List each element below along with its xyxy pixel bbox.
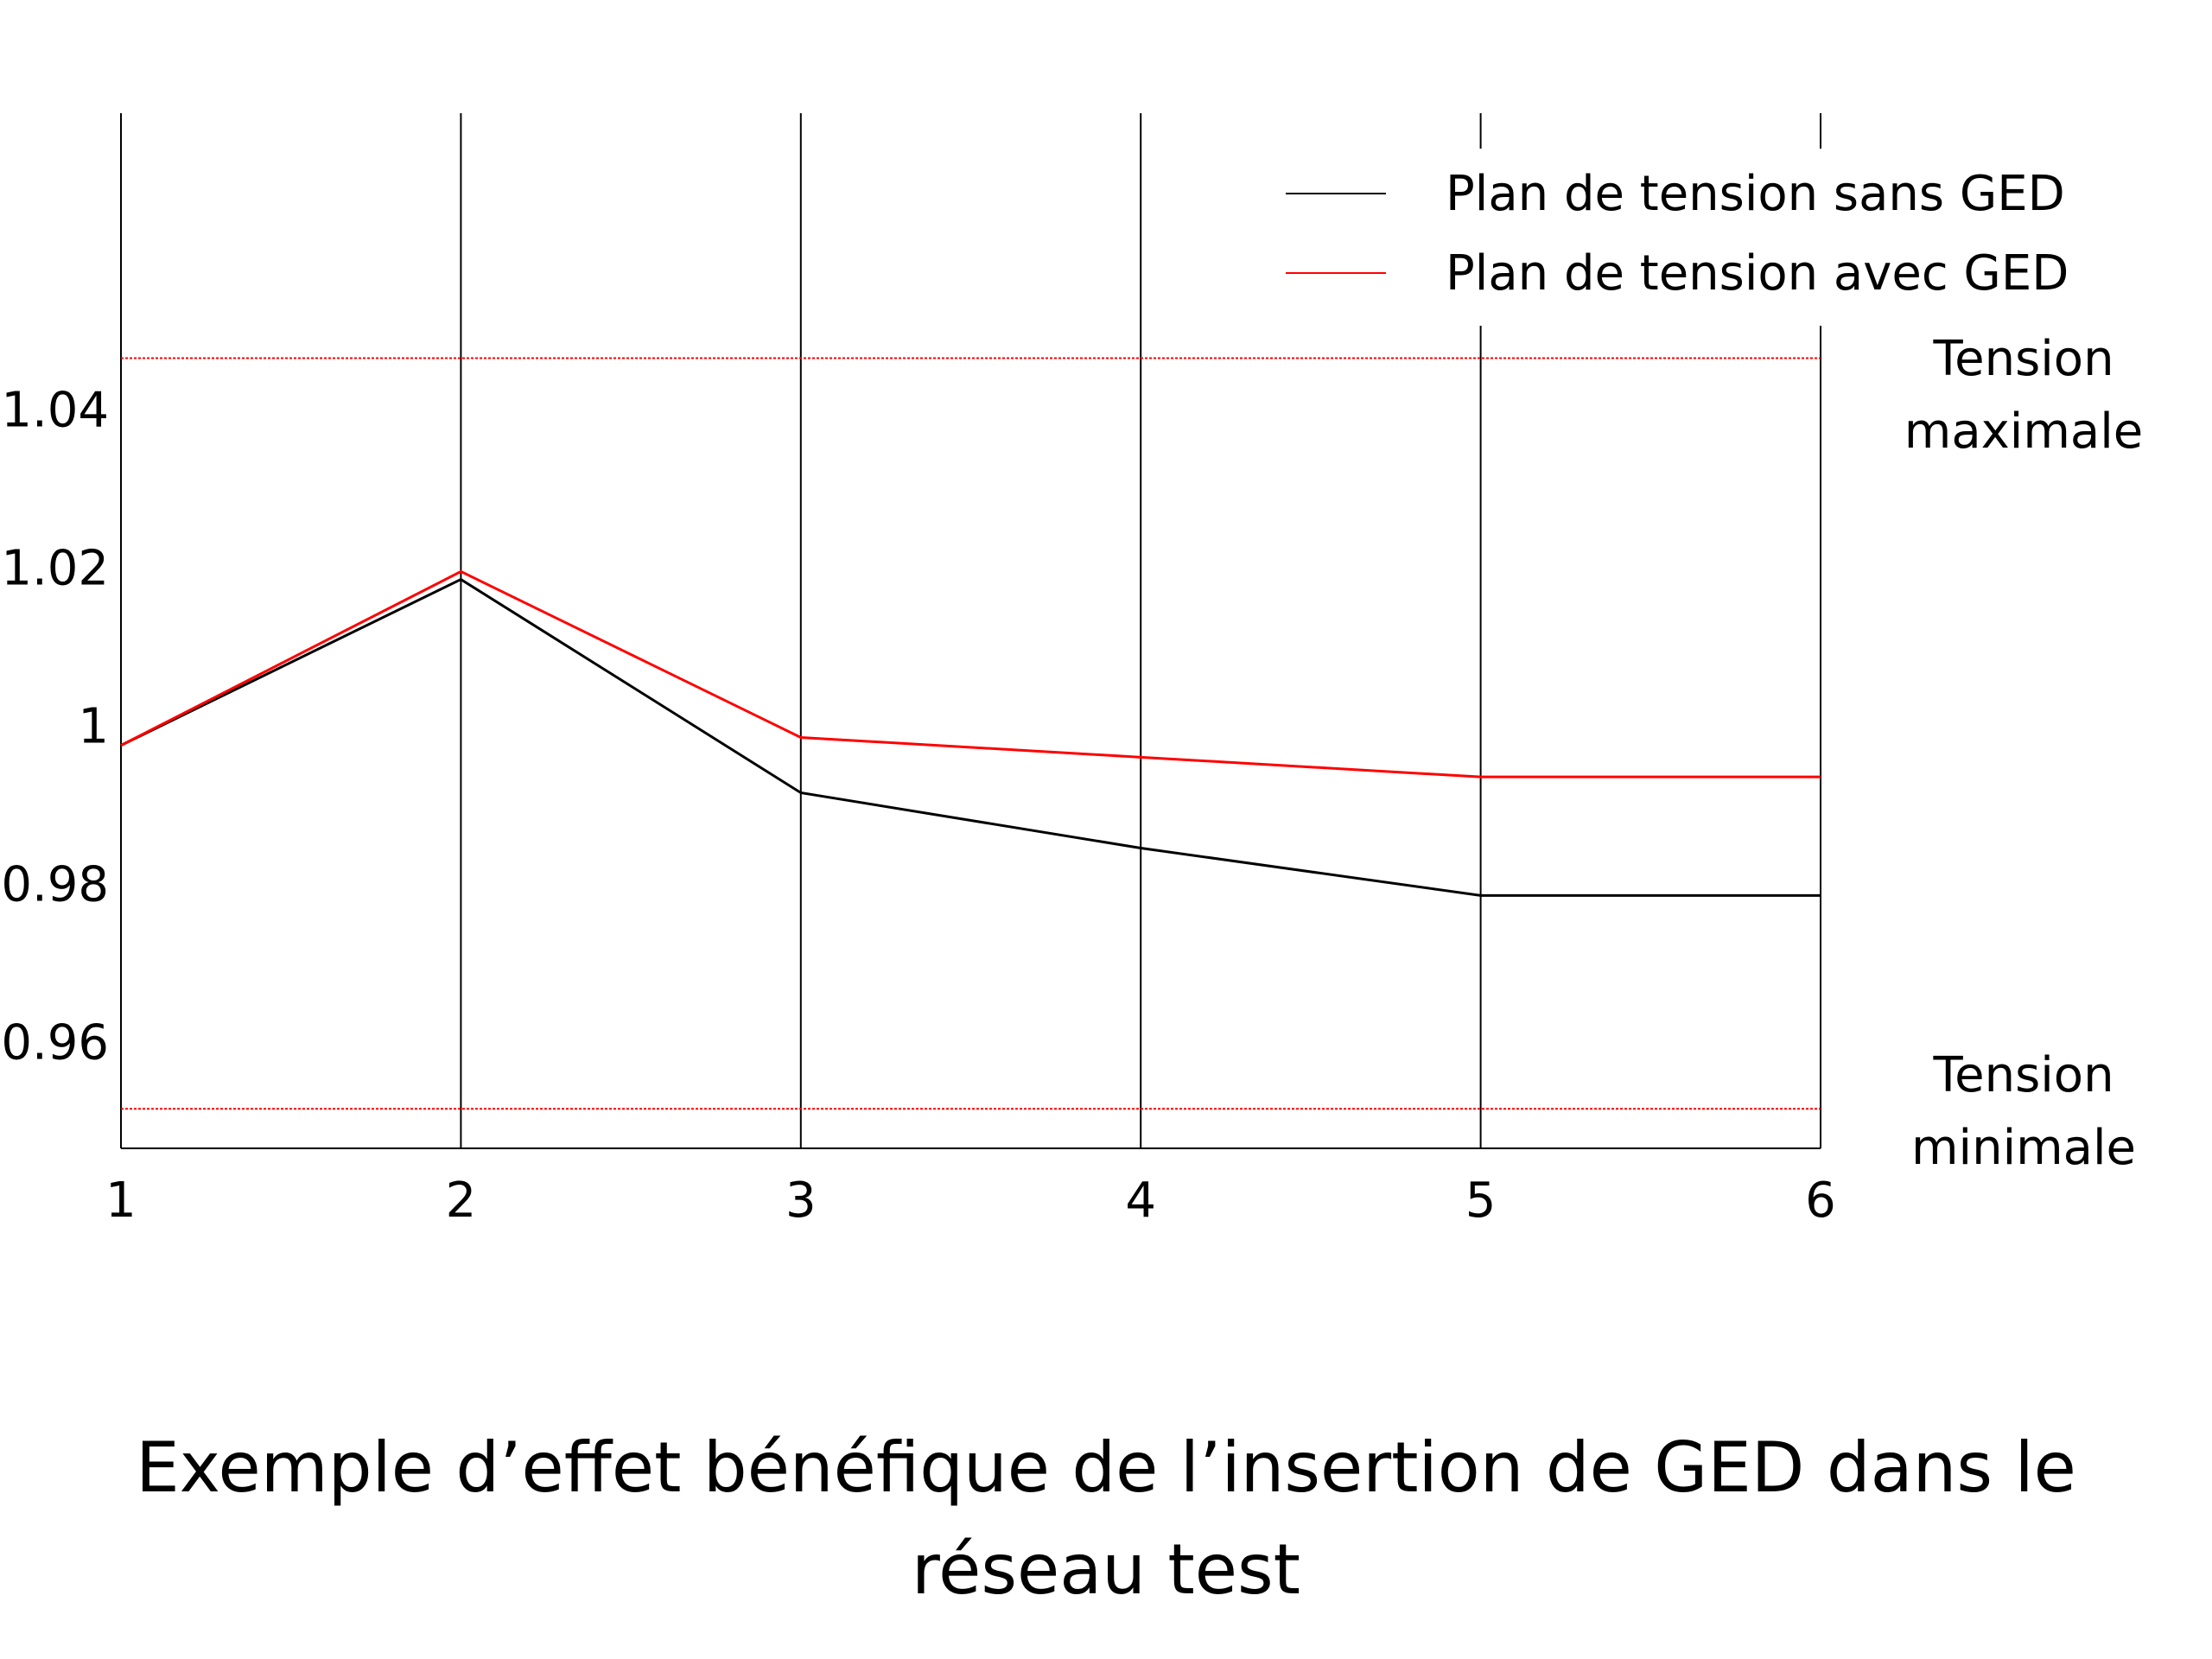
annotation: Tension maximale [1904, 331, 2144, 461]
y-tick-label: 0.98 [1, 856, 109, 912]
data-line [120, 569, 1821, 779]
legend-box [1270, 149, 2091, 326]
y-tick-label: 1.04 [1, 383, 109, 439]
data-line [120, 577, 1821, 897]
x-tick-label: 4 [1125, 1173, 1156, 1229]
legend-label: Plan de tension sans GED [1446, 166, 2065, 222]
legend-label: Plan de tension avec GED [1446, 245, 2069, 302]
x-tick-label: 1 [105, 1173, 137, 1229]
chart-title: Exemple d’effet bénéfique de l’insertion… [136, 1427, 2076, 1610]
x-tick-label: 2 [446, 1173, 477, 1229]
x-tick-label: 3 [785, 1173, 817, 1229]
y-tick-label: 1.02 [1, 541, 109, 597]
y-tick-label: 1 [78, 698, 109, 754]
annotation: Tension minimale [1910, 1047, 2137, 1177]
x-tick-label: 5 [1465, 1173, 1497, 1229]
x-tick-label: 6 [1805, 1173, 1836, 1229]
y-tick-label: 0.96 [1, 1014, 109, 1071]
